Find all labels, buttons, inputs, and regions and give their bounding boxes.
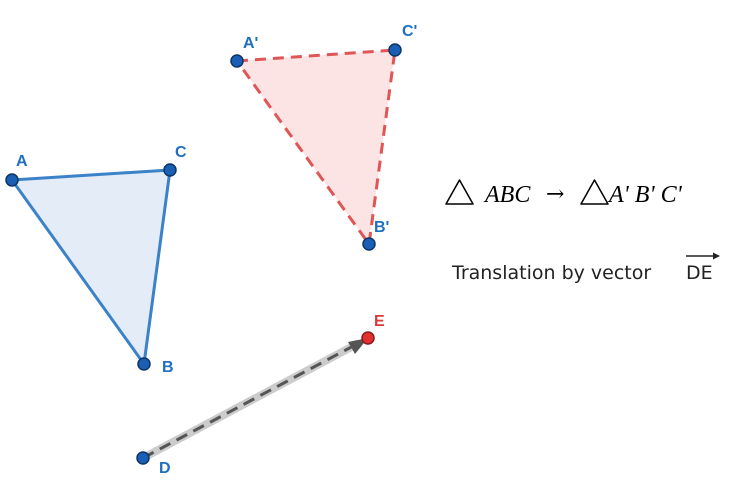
- label-a-prime: A': [243, 35, 258, 52]
- caption-text: Translation by vector: [451, 262, 651, 284]
- triangle-symbol-icon: [445, 179, 474, 205]
- label-d: D: [159, 460, 171, 477]
- vector-de[interactable]: [139, 338, 368, 462]
- vector-overline-arrowhead: [713, 252, 720, 260]
- caption: Translation by vector DE: [451, 252, 720, 284]
- point-b-prime[interactable]: [362, 237, 376, 251]
- label-b-prime: B': [374, 219, 389, 236]
- point-a-prime[interactable]: [230, 54, 244, 68]
- triangle-abc[interactable]: [10, 168, 172, 366]
- caption-vector: DE: [686, 262, 713, 284]
- formula-right: A' B' C': [607, 182, 683, 208]
- point-e[interactable]: [361, 331, 375, 345]
- label-e: E: [374, 313, 385, 330]
- formula-left: ABC: [483, 182, 531, 208]
- point-c-prime[interactable]: [388, 43, 402, 57]
- triangle-symbol-icon: [580, 179, 609, 205]
- triangle-a1b1c1[interactable]: [235, 48, 397, 246]
- point-c[interactable]: [163, 163, 177, 177]
- formula-arrow: →: [546, 182, 564, 207]
- label-c-prime: C': [402, 23, 417, 40]
- point-a[interactable]: [5, 173, 19, 187]
- label-c: C: [175, 144, 187, 161]
- point-d[interactable]: [136, 451, 150, 465]
- label-a: A: [16, 153, 28, 170]
- formula: ABC → A' B' C': [445, 179, 683, 208]
- label-b: B: [162, 359, 174, 376]
- point-b[interactable]: [137, 357, 151, 371]
